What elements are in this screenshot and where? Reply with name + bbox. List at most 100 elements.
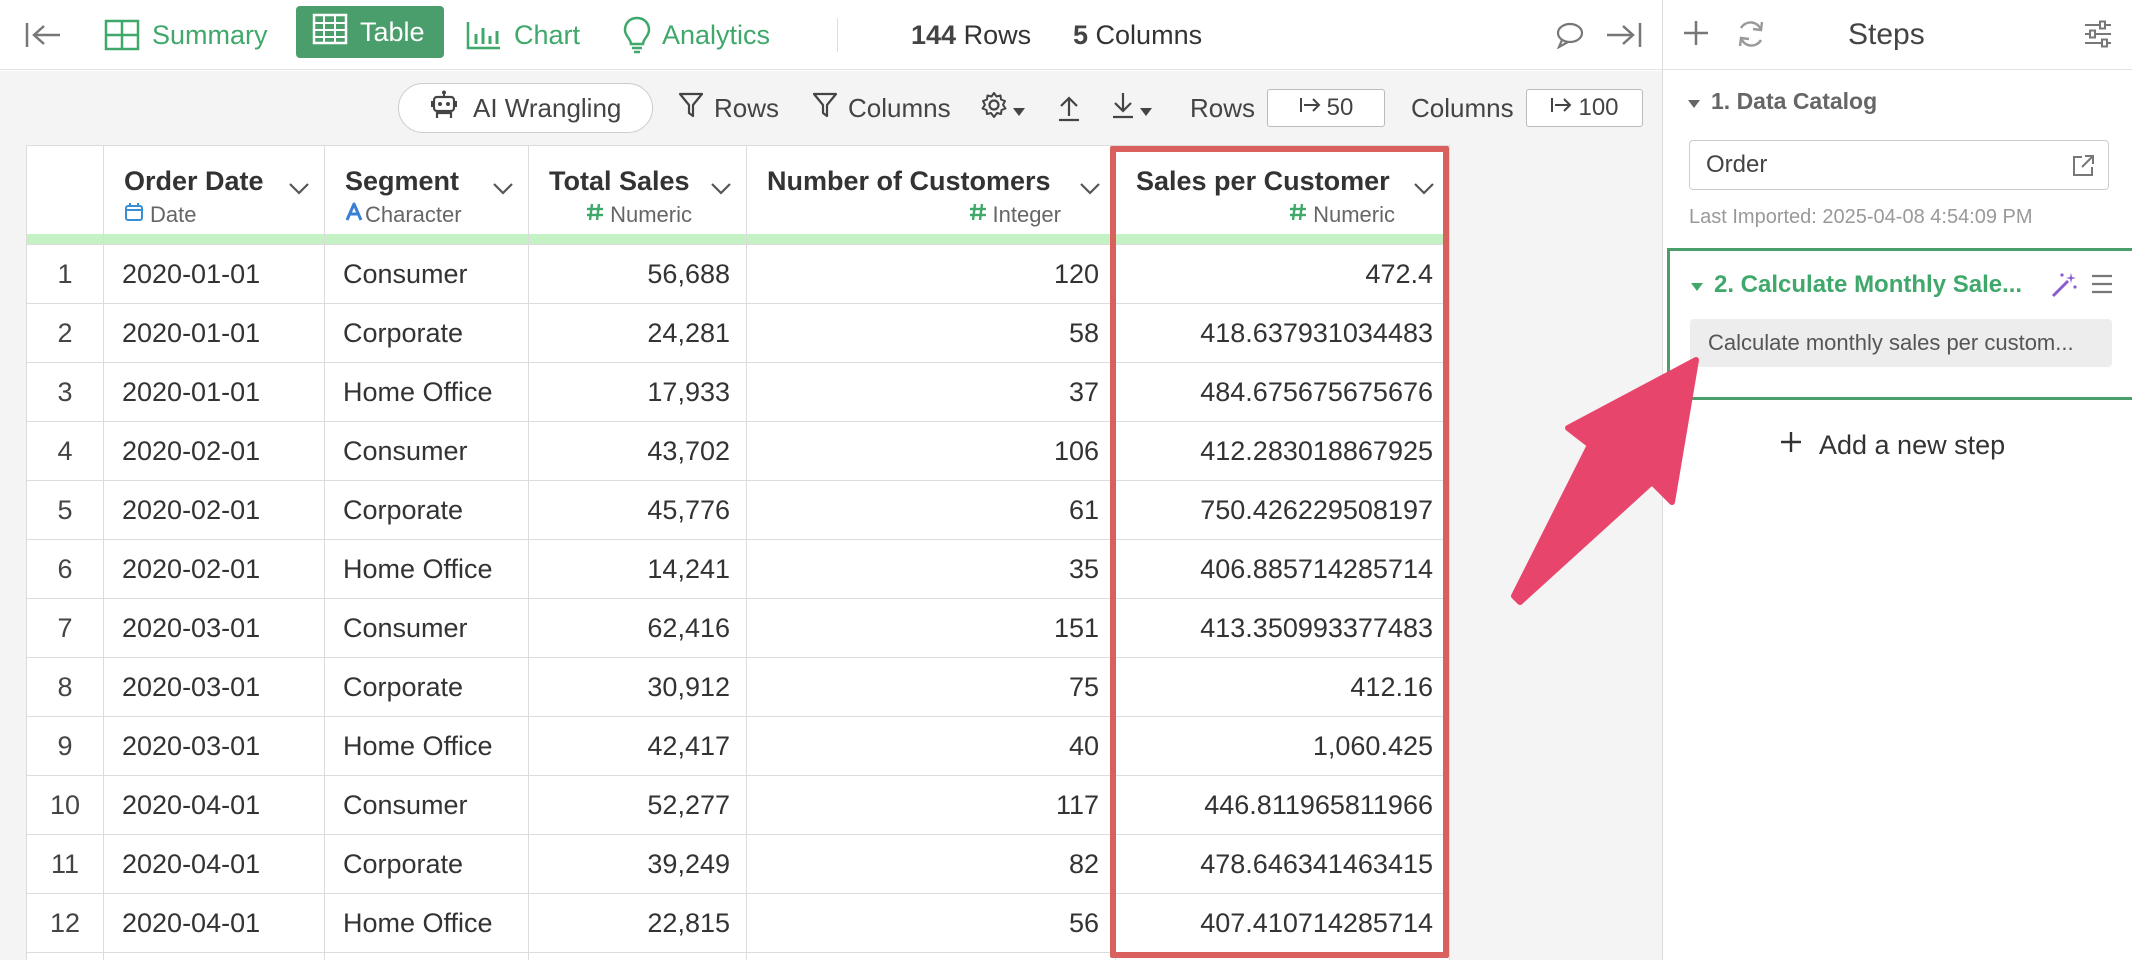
column-header-sales-per-customer[interactable]: Sales per Customer Numeric	[1115, 145, 1450, 245]
plus-icon[interactable]	[1681, 18, 1711, 53]
table-cell[interactable]: 24,281	[528, 303, 747, 363]
column-type: Integer	[969, 202, 1061, 228]
collapse-left-icon[interactable]	[24, 0, 62, 70]
step-calculate-monthly-sales[interactable]: 2. Calculate Monthly Sale... Calculate m…	[1667, 248, 2132, 400]
table-cell[interactable]: 750.426229508197	[1115, 480, 1450, 540]
rows-filter-button[interactable]: Rows	[678, 71, 779, 145]
table-cell[interactable]: 35	[746, 539, 1116, 599]
table-cell[interactable]: 484.675675675676	[1115, 362, 1450, 422]
column-header-total-sales[interactable]: Total Sales Numeric	[528, 145, 747, 245]
chevron-down-icon[interactable]	[1413, 172, 1435, 203]
columns-limit-input[interactable]: 100	[1526, 89, 1643, 127]
table-cell[interactable]: Corporate	[324, 480, 529, 540]
rows-filter-label: Rows	[714, 92, 780, 123]
table-cell[interactable]: 2020-04-01	[103, 893, 325, 953]
table-cell[interactable]: 56	[746, 893, 1116, 953]
table-cell[interactable]: 2020-04-01	[103, 775, 325, 835]
column-header-number-of-customers[interactable]: Number of Customers Integer	[746, 145, 1116, 245]
table-cell[interactable]: 2020-01-01	[103, 303, 325, 363]
table-cell[interactable]: 2020-02-01	[103, 421, 325, 481]
chevron-down-icon[interactable]	[288, 172, 310, 203]
table-cell[interactable]: 17,933	[528, 362, 747, 422]
table-cell[interactable]: 2020-02-01	[103, 539, 325, 599]
table-cell[interactable]: 413.350993377483	[1115, 598, 1450, 658]
table-cell[interactable]: 151	[746, 598, 1116, 658]
tab-analytics[interactable]: Analytics	[622, 0, 770, 70]
refresh-icon[interactable]	[1735, 18, 1767, 55]
table-cell[interactable]: 120	[746, 244, 1116, 304]
table-cell[interactable]: Consumer	[324, 598, 529, 658]
table-cell[interactable]: 2020-04-01	[103, 834, 325, 894]
table-cell[interactable]: Home Office	[324, 716, 529, 776]
table-cell[interactable]: 14,241	[528, 539, 747, 599]
collapse-right-icon[interactable]	[1605, 0, 1643, 70]
table-cell[interactable]: 30,912	[528, 657, 747, 717]
table-cell[interactable]: 40	[746, 716, 1116, 776]
ai-wrangling-label: AI Wrangling	[473, 92, 622, 123]
rows-limit-input[interactable]: 50	[1267, 89, 1385, 127]
tab-table[interactable]: Table	[296, 6, 444, 58]
table-cell[interactable]: 45,776	[528, 480, 747, 540]
sliders-icon[interactable]	[2083, 20, 2113, 53]
step-data-catalog[interactable]: 1. Data Catalog	[1687, 88, 1877, 115]
download-dropdown[interactable]	[1111, 71, 1153, 145]
table-cell[interactable]: 2020-01-01	[103, 362, 325, 422]
table-cell[interactable]: Corporate	[324, 657, 529, 717]
chevron-down-icon[interactable]	[1079, 172, 1101, 203]
columns-filter-button[interactable]: Columns	[812, 71, 951, 145]
table-cell[interactable]: Consumer	[324, 775, 529, 835]
table-cell[interactable]: Consumer	[324, 421, 529, 481]
table-cell[interactable]: Corporate	[324, 303, 529, 363]
upload-icon[interactable]	[1057, 71, 1081, 145]
table-cell[interactable]: 52,277	[528, 775, 747, 835]
add-new-step-button[interactable]: Add a new step	[1779, 430, 2005, 461]
table-cell[interactable]: 472.4	[1115, 244, 1450, 304]
table-cell[interactable]: 412.16	[1115, 657, 1450, 717]
table-cell[interactable]: 478.646341463415	[1115, 834, 1450, 894]
table-cell[interactable]: Consumer	[324, 244, 529, 304]
table-cell[interactable]: 2020-01-01	[103, 244, 325, 304]
table-cell[interactable]: 2020-03-01	[103, 598, 325, 658]
table-cell[interactable]: 43,702	[528, 421, 747, 481]
ai-wrangling-button[interactable]: AI Wrangling	[398, 83, 653, 133]
external-link-icon[interactable]	[2070, 153, 2096, 186]
magic-wand-icon[interactable]	[2050, 271, 2078, 304]
table-cell[interactable]: 82	[746, 834, 1116, 894]
comment-icon[interactable]	[1555, 0, 1585, 70]
row-count-value: 144	[911, 19, 957, 50]
table-cell[interactable]: 61	[746, 480, 1116, 540]
table-cell[interactable]: 412.283018867925	[1115, 421, 1450, 481]
row-number-header	[26, 145, 104, 245]
table-cell[interactable]: 22,815	[528, 893, 747, 953]
table-cell[interactable]: Corporate	[324, 834, 529, 894]
table-cell[interactable]: 42,417	[528, 716, 747, 776]
column-header-order-date[interactable]: Order Date Date	[103, 145, 325, 245]
data-source-field[interactable]: Order	[1689, 140, 2109, 190]
table-cell[interactable]: Home Office	[324, 362, 529, 422]
table-cell[interactable]: 1,060.425	[1115, 716, 1450, 776]
table-cell[interactable]: 39,249	[528, 834, 747, 894]
table-cell[interactable]: 2020-02-01	[103, 480, 325, 540]
tab-summary[interactable]: Summary	[104, 0, 268, 70]
table-cell[interactable]: Home Office	[324, 539, 529, 599]
table-cell[interactable]: 56,688	[528, 244, 747, 304]
table-cell[interactable]: 75	[746, 657, 1116, 717]
chevron-down-icon[interactable]	[492, 172, 514, 203]
table-cell[interactable]: 2020-03-01	[103, 716, 325, 776]
chevron-down-icon[interactable]	[710, 172, 732, 203]
table-cell[interactable]: Home Office	[324, 893, 529, 953]
table-cell[interactable]: 2020-03-01	[103, 657, 325, 717]
table-cell[interactable]: 58	[746, 303, 1116, 363]
table-cell[interactable]: 117	[746, 775, 1116, 835]
menu-icon[interactable]	[2090, 273, 2114, 300]
table-cell[interactable]: 418.637931034483	[1115, 303, 1450, 363]
table-cell[interactable]: 407.410714285714	[1115, 893, 1450, 953]
tab-chart[interactable]: Chart	[466, 0, 580, 70]
table-cell[interactable]: 106	[746, 421, 1116, 481]
table-cell[interactable]: 446.811965811966	[1115, 775, 1450, 835]
table-cell[interactable]: 406.885714285714	[1115, 539, 1450, 599]
column-header-segment[interactable]: Segment Character	[324, 145, 529, 245]
table-cell[interactable]: 62,416	[528, 598, 747, 658]
settings-dropdown[interactable]	[980, 71, 1026, 145]
table-cell[interactable]: 37	[746, 362, 1116, 422]
